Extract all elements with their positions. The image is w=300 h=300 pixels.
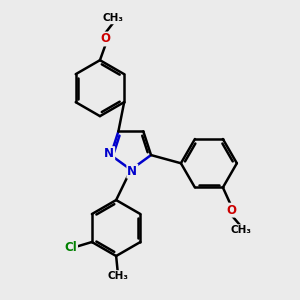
Text: Cl: Cl bbox=[64, 241, 77, 254]
Text: CH₃: CH₃ bbox=[103, 14, 124, 23]
Text: N: N bbox=[127, 165, 137, 178]
Text: N: N bbox=[104, 147, 114, 160]
Text: O: O bbox=[227, 204, 237, 217]
Text: O: O bbox=[100, 32, 110, 46]
Text: CH₃: CH₃ bbox=[230, 225, 251, 235]
Text: CH₃: CH₃ bbox=[107, 271, 128, 281]
